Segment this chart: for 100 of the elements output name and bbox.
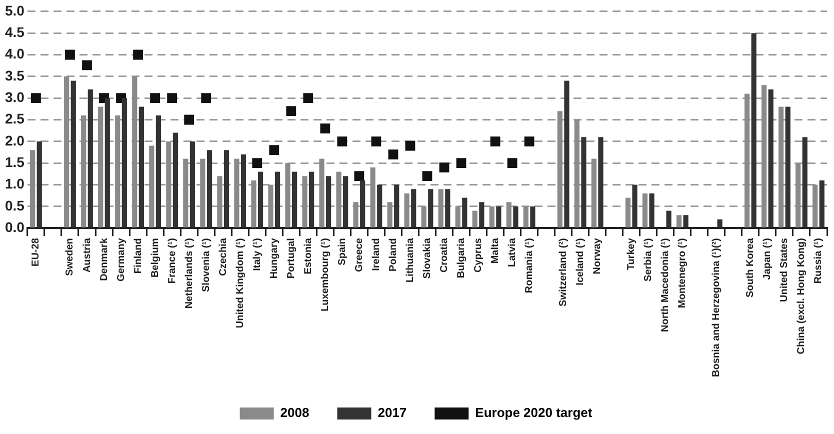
bar xyxy=(676,215,682,228)
x-tick-label: Spain xyxy=(336,238,348,266)
legend-label: 2008 xyxy=(280,405,310,420)
y-tick-label: 1.0 xyxy=(4,176,25,192)
bar xyxy=(812,184,818,228)
bar xyxy=(598,137,604,228)
bar xyxy=(88,89,93,228)
bar xyxy=(523,206,528,228)
x-tick-label: Sweden xyxy=(64,238,76,276)
x-tick-label: Italy (¹) xyxy=(252,238,263,271)
bar xyxy=(377,184,382,228)
y-tick-label: 2.5 xyxy=(4,110,25,127)
bar xyxy=(336,172,342,228)
bar xyxy=(717,219,722,228)
x-tick-label: Germany xyxy=(116,238,127,282)
bar xyxy=(394,184,400,228)
x-tick-label: Bulgaria xyxy=(456,238,468,278)
bar xyxy=(343,176,348,228)
bar xyxy=(649,193,654,228)
bar xyxy=(744,94,750,228)
bar xyxy=(778,106,784,228)
x-tick-label: Luxembourg (¹) xyxy=(320,238,331,312)
x-tick-label: Belgium xyxy=(150,238,161,278)
bar xyxy=(258,172,264,228)
x-tick-label: Greece xyxy=(354,238,365,272)
bar xyxy=(581,137,586,228)
y-tick-label: 2.0 xyxy=(4,132,25,148)
y-tick-label: 4.0 xyxy=(4,46,25,62)
bar xyxy=(70,80,76,228)
bar xyxy=(557,111,562,228)
bar xyxy=(98,106,104,228)
bar xyxy=(489,206,494,228)
x-tick-label: Cyprus xyxy=(473,238,484,273)
bar xyxy=(166,141,172,228)
bar xyxy=(156,115,161,228)
bar xyxy=(240,154,246,228)
bar xyxy=(268,184,274,228)
x-tick-label: Russia (¹) xyxy=(813,238,824,284)
x-tick-label: Turkey xyxy=(626,238,638,270)
x-tick-label: Estonia xyxy=(302,238,314,274)
y-tick-label: 3.0 xyxy=(4,88,25,105)
bar xyxy=(462,198,468,228)
bar xyxy=(472,210,478,228)
bar xyxy=(513,206,518,228)
bar xyxy=(319,158,324,228)
x-tick-label: Finland xyxy=(132,238,144,274)
bar xyxy=(172,132,178,228)
bar xyxy=(785,106,790,228)
bar xyxy=(326,176,332,228)
bar xyxy=(234,158,240,228)
x-tick-label: Slovakia xyxy=(422,238,433,279)
bar xyxy=(353,202,358,228)
x-tick-label: China (excl. Hong Kong) xyxy=(796,238,808,354)
bar xyxy=(632,184,638,228)
bar xyxy=(574,120,580,228)
x-tick-label: Poland xyxy=(388,238,399,272)
x-tick-label: Hungary xyxy=(268,238,280,279)
x-tick-label: Denmark xyxy=(98,238,110,281)
bar xyxy=(479,202,484,228)
x-tick-label: Malta xyxy=(490,238,502,264)
bar xyxy=(768,89,774,228)
x-tick-label: Lithuania xyxy=(404,238,416,283)
x-tick-label: Japan (¹) xyxy=(762,238,774,280)
x-tick-label: Latvia xyxy=(507,238,518,268)
x-tick-label: Norway xyxy=(592,238,604,274)
x-tick-label: United States xyxy=(779,238,790,302)
bar xyxy=(802,137,808,228)
bar xyxy=(302,176,308,228)
x-tick-label: Bosnia and Herzegovina (¹)(²) xyxy=(711,238,722,378)
x-tick-label: Netherlands (¹) xyxy=(184,238,195,309)
bar xyxy=(251,180,256,228)
y-tick-label: 0.5 xyxy=(4,197,25,214)
bar xyxy=(421,206,426,228)
x-tick-label: Slovenia (¹) xyxy=(200,238,212,292)
bar xyxy=(506,202,512,228)
bar xyxy=(625,198,631,228)
bar xyxy=(360,180,366,228)
bar xyxy=(292,172,298,228)
x-tick-label: Ireland xyxy=(370,238,382,271)
x-tick-label: South Korea xyxy=(745,238,756,298)
bar xyxy=(200,158,206,228)
bar xyxy=(30,150,36,228)
x-tick-label: Iceland (¹) xyxy=(575,238,586,286)
y-tick-label: 4.5 xyxy=(4,24,25,40)
bar xyxy=(64,76,70,228)
x-tick-label: Czechia xyxy=(218,238,229,276)
bar xyxy=(285,163,290,228)
bar xyxy=(149,146,154,228)
y-tick-label: 3.5 xyxy=(4,67,25,84)
bar xyxy=(683,215,688,228)
bar xyxy=(217,176,222,228)
bar xyxy=(591,158,596,228)
x-tick-label: Romania (¹) xyxy=(524,238,536,294)
bar xyxy=(190,141,196,228)
bar xyxy=(206,150,212,228)
bar xyxy=(438,189,444,228)
bar xyxy=(183,158,188,228)
legend-label: 2017 xyxy=(378,405,407,420)
bar xyxy=(387,202,392,228)
bar xyxy=(530,206,536,228)
